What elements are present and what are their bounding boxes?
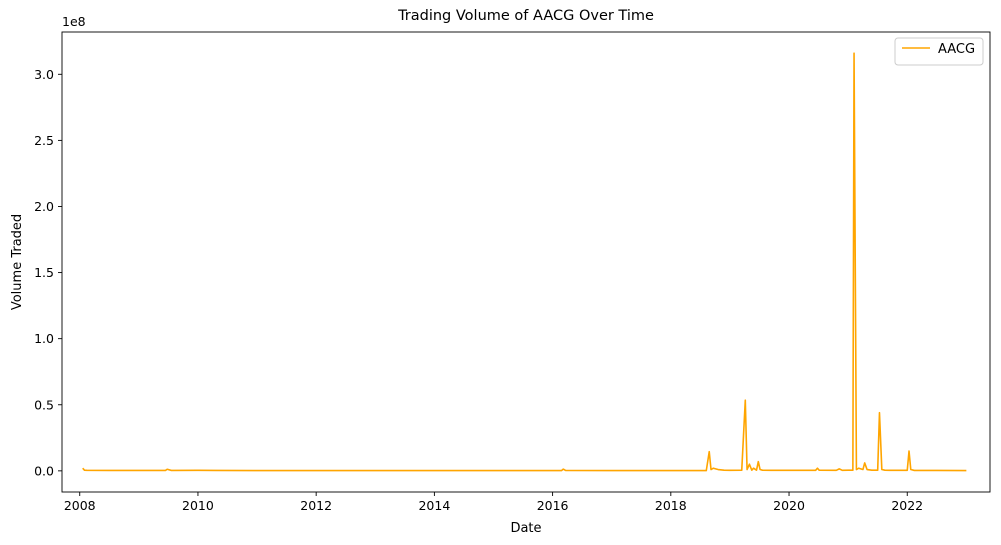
x-tick-label: 2020 <box>773 498 805 513</box>
x-tick-label: 2016 <box>537 498 569 513</box>
y-tick-label: 2.5 <box>34 133 54 148</box>
legend-box <box>894 37 984 66</box>
y-tick-label: 1.5 <box>34 265 54 280</box>
axes-ticks: 2008 2010 2012 2014 2016 2018 2020 2022 0.0 0.5 1.… <box>34 67 923 513</box>
y-offset-label: 1e8 <box>62 14 86 29</box>
x-tick-label: 2018 <box>655 498 687 513</box>
y-tick-label: 0.0 <box>34 463 54 478</box>
y-tick-label: 1.0 <box>34 331 54 346</box>
y-axis-label: Volume Traded <box>10 214 25 310</box>
x-axis-label: Date <box>510 521 541 536</box>
x-tick-label: 2012 <box>300 498 332 513</box>
y-tick-label: 0.5 <box>34 397 54 412</box>
legend: AACG <box>894 37 984 66</box>
x-tick-label: 2014 <box>418 498 450 513</box>
x-tick-label: 2008 <box>64 498 96 513</box>
x-tick-label: 2022 <box>891 498 923 513</box>
x-tick-label: 2010 <box>182 498 214 513</box>
series-line-aacg <box>82 52 967 472</box>
plot-area <box>82 52 967 472</box>
legend-label-aacg: AACG <box>938 42 975 57</box>
y-tick-label: 2.0 <box>34 199 54 214</box>
chart-title: Trading Volume of AACG Over Time <box>397 8 654 24</box>
y-tick-label: 3.0 <box>34 67 54 82</box>
plot-frame <box>61 31 991 493</box>
